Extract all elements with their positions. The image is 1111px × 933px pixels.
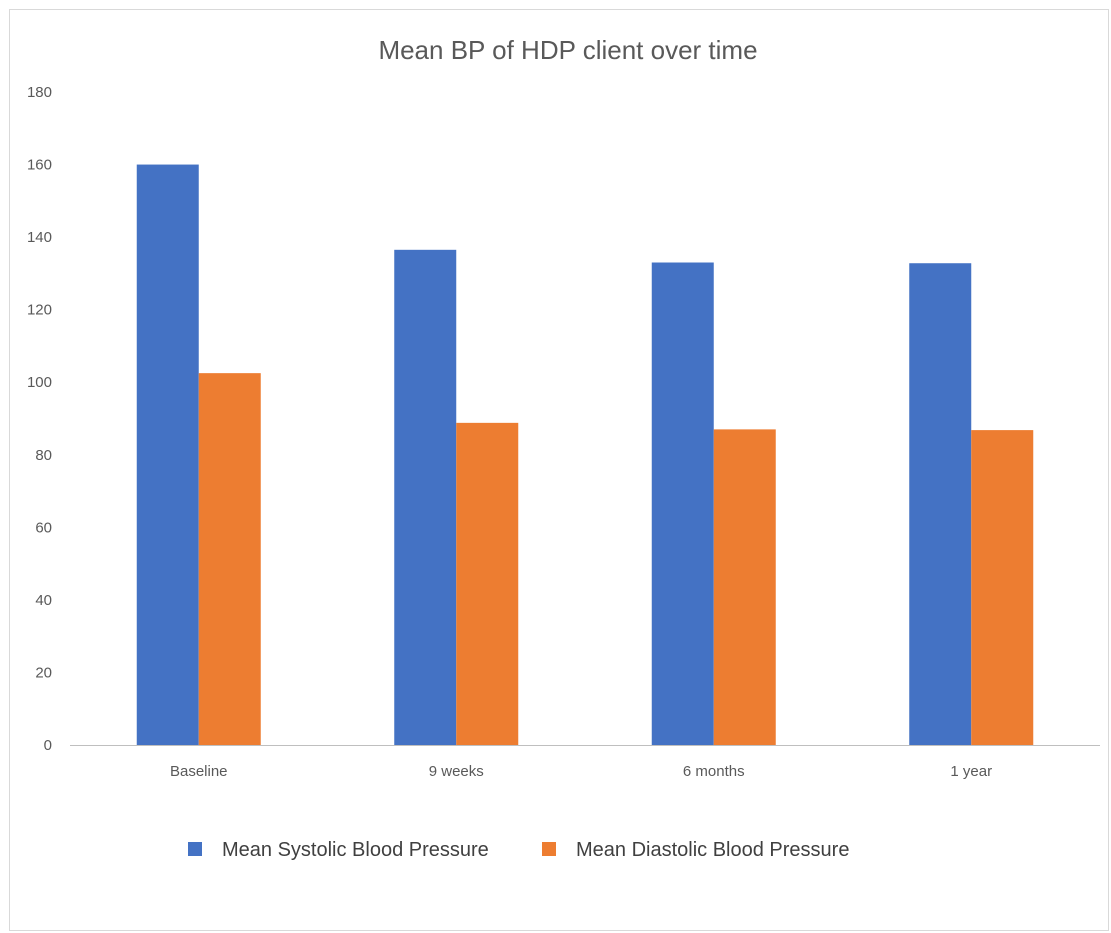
legend-swatch-systolic: [188, 842, 202, 856]
y-axis: 0 20 40 60 80 100 120 140 160 180: [27, 84, 52, 754]
y-tick-label: 100: [27, 374, 52, 391]
y-tick-label: 0: [44, 737, 52, 754]
y-tick-label: 140: [27, 229, 52, 246]
bars: [136, 164, 1034, 746]
x-tick-label: 9 weeks: [429, 763, 484, 780]
y-tick-label: 180: [27, 84, 52, 101]
y-tick-label: 80: [35, 447, 52, 464]
x-axis: Baseline 9 weeks 6 months 1 year: [170, 763, 992, 780]
y-tick-label: 20: [35, 664, 52, 681]
bar-systolic-3: [909, 263, 972, 745]
legend-label-systolic: Mean Systolic Blood Pressure: [222, 839, 489, 861]
bar-systolic-1: [394, 249, 457, 745]
y-tick-label: 160: [27, 157, 52, 174]
legend-label-diastolic: Mean Diastolic Blood Pressure: [576, 839, 849, 861]
bar-diastolic-2: [713, 429, 776, 745]
chart-title: Mean BP of HDP client over time: [378, 35, 757, 65]
legend: Mean Systolic Blood Pressure Mean Diastol…: [188, 839, 849, 861]
y-tick-label: 60: [35, 519, 52, 536]
bar-diastolic-3: [971, 430, 1034, 745]
bar-diastolic-1: [456, 422, 519, 745]
bar-systolic-2: [651, 262, 714, 745]
y-tick-label: 120: [27, 302, 52, 319]
x-tick-label: Baseline: [170, 763, 228, 780]
x-tick-label: 1 year: [950, 763, 992, 780]
bar-systolic-0: [136, 164, 199, 746]
y-tick-label: 40: [35, 592, 52, 609]
x-tick-label: 6 months: [683, 763, 745, 780]
bar-diastolic-0: [198, 373, 261, 745]
legend-swatch-diastolic: [542, 842, 556, 856]
